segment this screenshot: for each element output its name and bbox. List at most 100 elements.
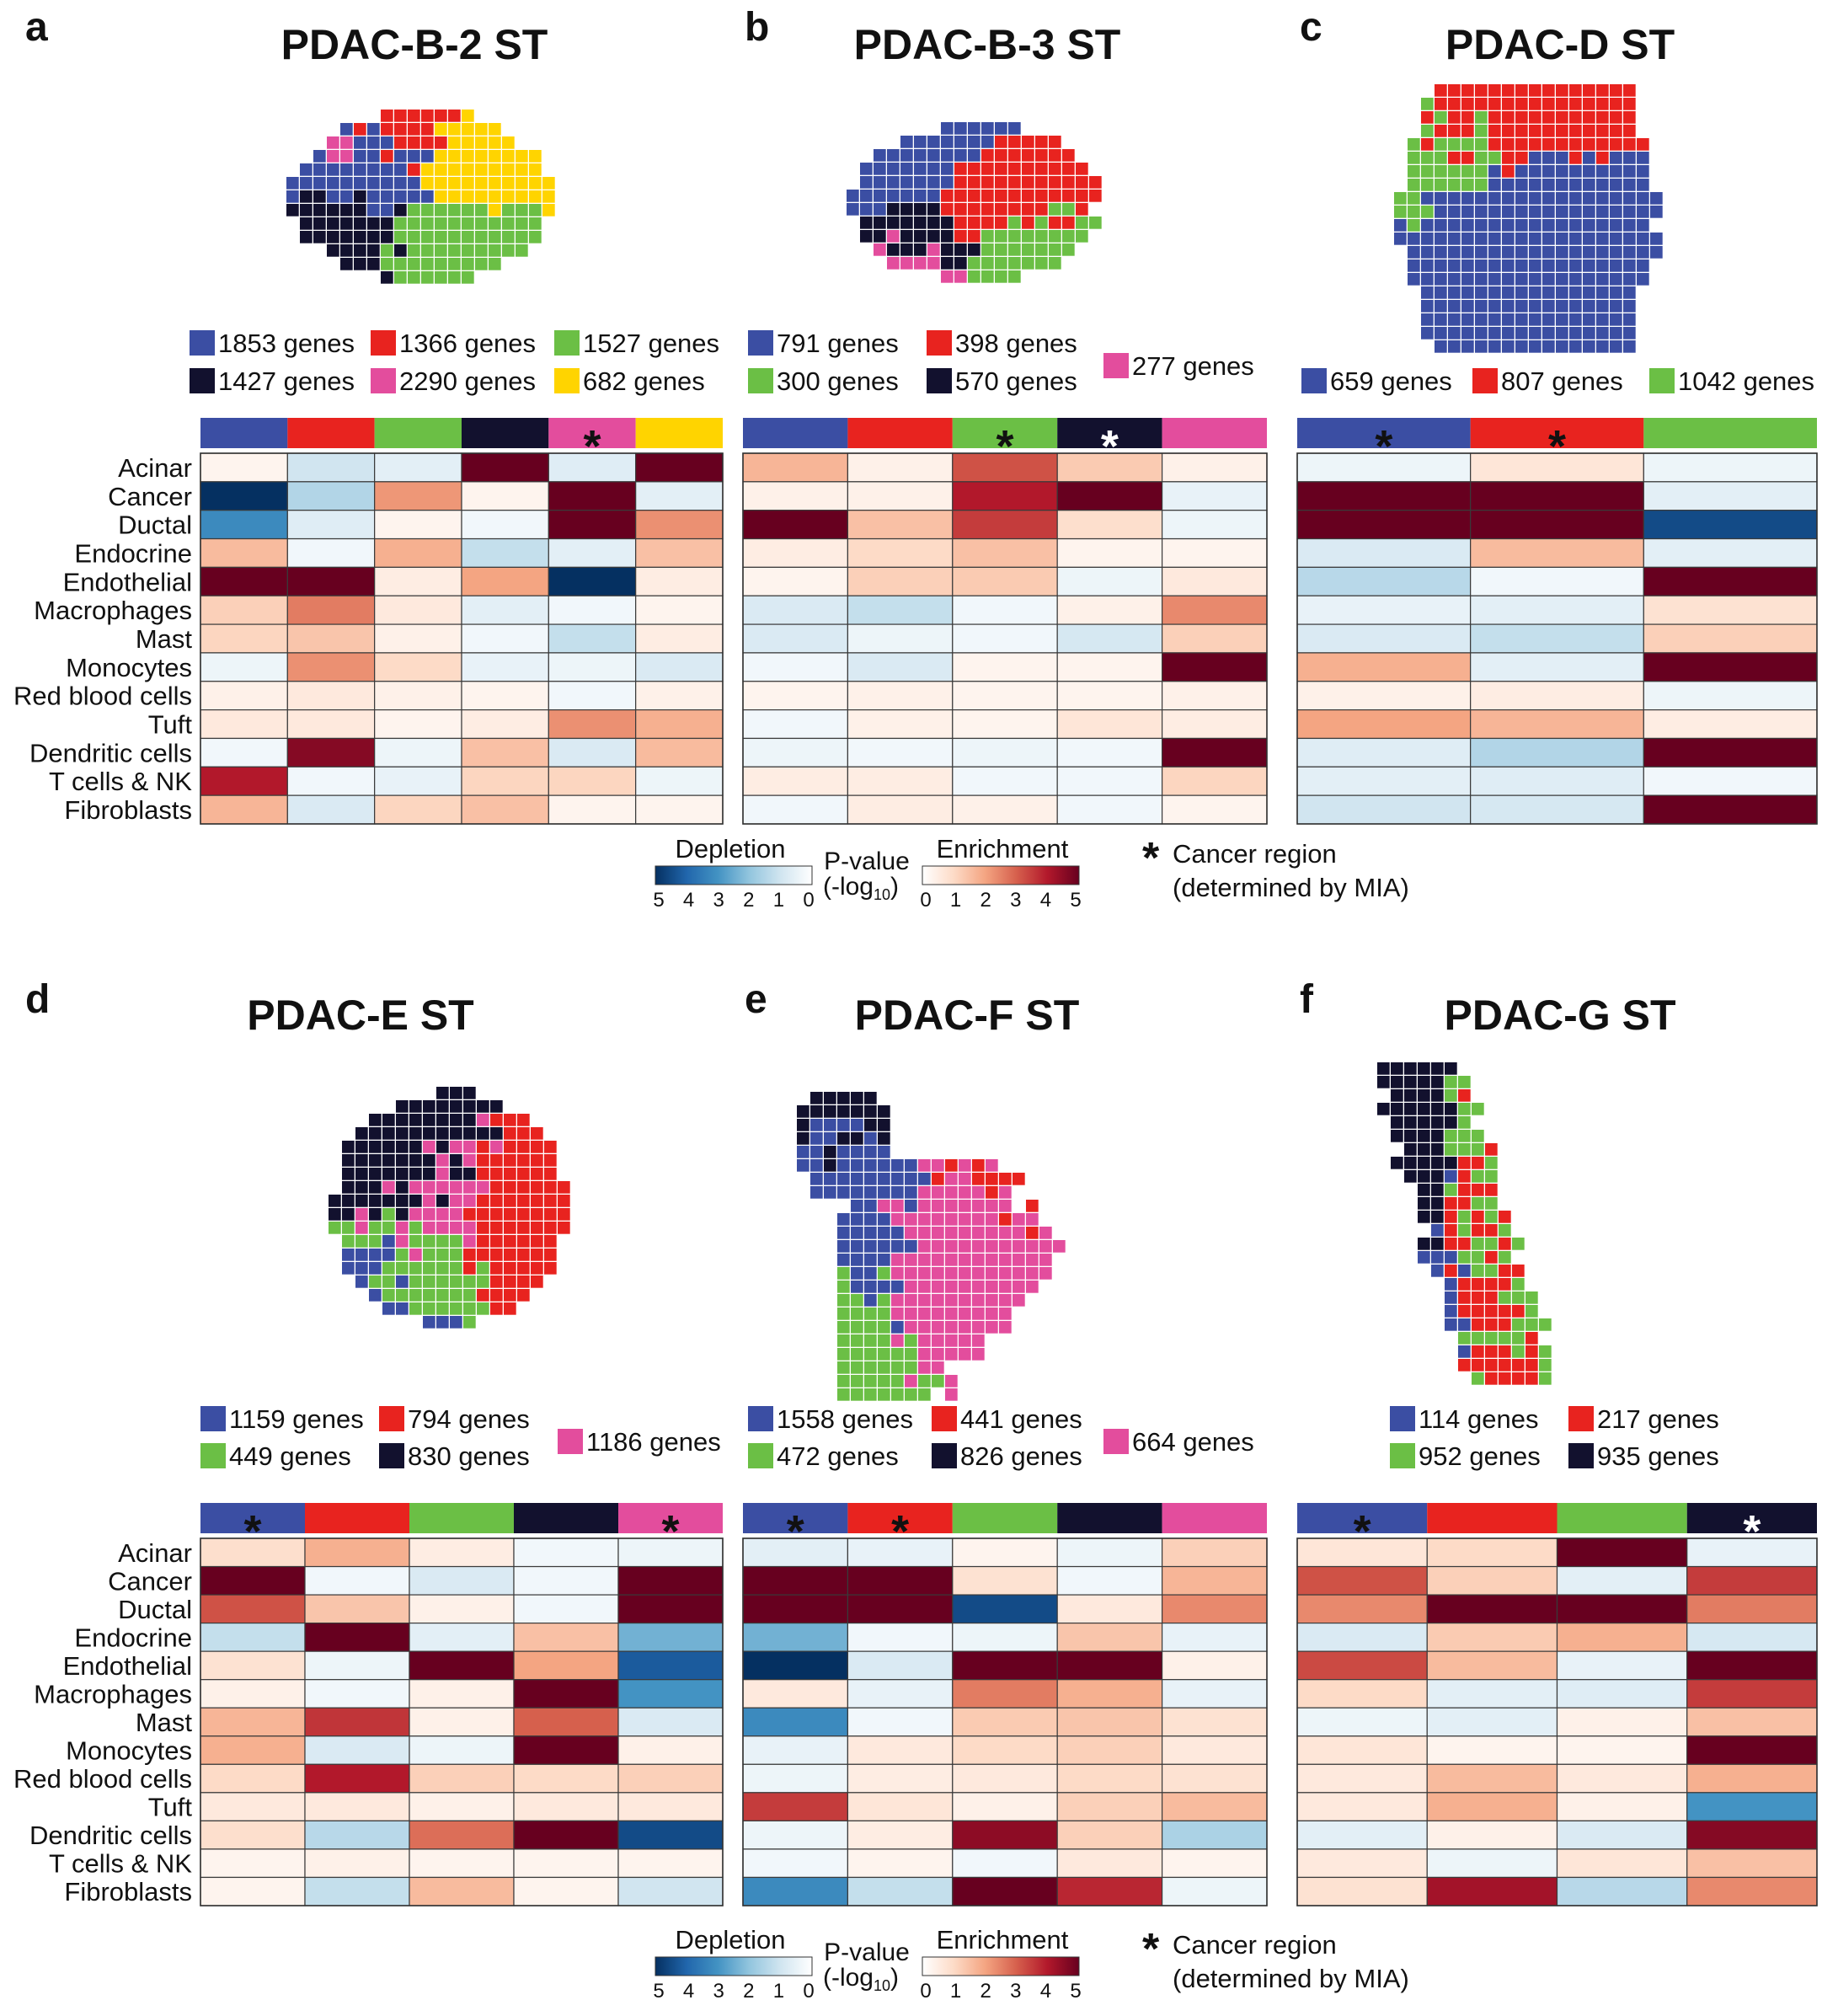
row-label-bottom-5: Macrophages [34, 1679, 192, 1709]
tissue-spot [1435, 138, 1447, 151]
tissue-spot [367, 217, 380, 230]
region-band-d-1 [305, 1503, 409, 1533]
region-band-a-3 [462, 418, 549, 448]
tissue-spot [463, 1168, 476, 1180]
tissue-spot [1472, 1305, 1484, 1318]
tissue-spot [1076, 163, 1088, 175]
heatmap-cell [742, 1876, 849, 1906]
tissue-spot [1596, 286, 1609, 299]
legend-swatch-d-3 [379, 1443, 404, 1468]
tissue-spot [423, 1208, 435, 1221]
tissue-spot [286, 190, 299, 203]
tissue-spot [1421, 300, 1434, 313]
tissue-spot [891, 1159, 904, 1172]
tissue-spot [435, 244, 447, 257]
region-band-f-1 [1427, 1503, 1558, 1533]
tissue-spot [1418, 1197, 1430, 1210]
heatmap-cell [1056, 1623, 1163, 1652]
heatmap-cell [1161, 452, 1268, 483]
tissue-spot [502, 190, 515, 203]
tissue-spot [435, 150, 447, 163]
tissue-spot [968, 257, 980, 270]
heatmap-cell [1296, 595, 1472, 625]
tissue-spot [837, 1334, 850, 1347]
heatmap-cell [304, 1820, 410, 1850]
tissue-spot [1445, 1211, 1457, 1223]
tissue-spot [837, 1159, 850, 1172]
heatmap-cell [1686, 1594, 1818, 1624]
tissue-spot [463, 1100, 476, 1113]
tissue-spot [1448, 340, 1461, 353]
tissue-spot [1475, 192, 1488, 205]
heatmap-cell [1296, 1650, 1428, 1681]
tissue-spot [1472, 1224, 1484, 1237]
tissue-spot [313, 217, 326, 230]
heatmap-cell [1470, 452, 1644, 483]
tissue-spot [986, 1267, 998, 1280]
depletion-tick-bottom-5: 0 [803, 1980, 814, 2003]
tissue-spot [463, 1262, 476, 1275]
heatmap-cell [952, 1792, 1058, 1821]
tissue-spot [355, 1154, 368, 1167]
legend-swatch-f-1 [1568, 1406, 1594, 1431]
region-band-e-4 [1162, 1503, 1267, 1533]
tissue-spot [874, 217, 886, 229]
tissue-spot [1448, 300, 1461, 313]
tissue-spot [1610, 192, 1622, 205]
tissue-spot [1485, 1372, 1498, 1385]
tissue-spot [1610, 327, 1622, 340]
legend-label-c-2: 1042 genes [1678, 366, 1814, 396]
tissue-spot [1418, 1103, 1430, 1115]
tissue-spot [972, 1227, 985, 1239]
tissue-spot [1515, 300, 1528, 313]
tissue-spot [797, 1146, 809, 1158]
tissue-spot [558, 1195, 570, 1207]
heatmap-cell [617, 1679, 724, 1709]
tissue-spot [1445, 1251, 1457, 1264]
tissue-spot [1394, 192, 1407, 205]
legend-label-d-1: 794 genes [408, 1404, 530, 1434]
tissue-spot [463, 1289, 476, 1302]
log-label-bottom: (-log10) [823, 1964, 899, 1994]
heatmap-cell [1643, 737, 1818, 767]
tissue-spot [435, 136, 447, 149]
tissue-spot [1421, 98, 1434, 110]
legend-label-c-1: 807 genes [1501, 366, 1623, 396]
tissue-spot [477, 1168, 489, 1180]
tissue-spot [1461, 152, 1474, 164]
tissue-spot [878, 1254, 890, 1266]
tissue-spot [941, 176, 954, 189]
tissue-spot [1610, 125, 1622, 137]
tissue-spot [1022, 190, 1034, 202]
tissue-spot [1488, 327, 1501, 340]
heatmap-cell [1056, 1650, 1163, 1681]
tissue-spot [342, 1195, 355, 1207]
tissue-spot [1472, 1157, 1484, 1169]
tissue-spot [1408, 179, 1420, 191]
depletion-tick-top-4: 1 [773, 889, 784, 912]
legend-label-f-3: 935 genes [1597, 1441, 1719, 1471]
region-band-b-4 [1162, 418, 1267, 448]
legend-swatch-a-1 [371, 330, 396, 356]
tissue-spot [878, 1388, 890, 1401]
tissue-spot [1445, 1116, 1457, 1129]
tissue-spot [1461, 313, 1474, 326]
heatmap-cell [742, 1763, 849, 1794]
heatmap-cell [461, 452, 549, 483]
tissue-spot [463, 1275, 476, 1288]
tissue-spot [1458, 1278, 1471, 1291]
region-band-d-2 [409, 1503, 514, 1533]
tissue-spot [1596, 219, 1609, 232]
tissue-spot [864, 1146, 877, 1158]
tissue-spot [1542, 300, 1555, 313]
tissue-spot [517, 1181, 530, 1194]
tissue-spot [878, 1146, 890, 1158]
tissue-spot [1596, 152, 1609, 164]
tissue-spot [972, 1321, 985, 1334]
legend-swatch-a-2 [554, 330, 580, 356]
tissue-spot [1569, 233, 1582, 245]
depletion-tick-top-5: 0 [803, 889, 814, 912]
tissue-spot [517, 1275, 530, 1288]
tissue-spot [421, 231, 434, 243]
heatmap-cell [847, 1876, 954, 1906]
